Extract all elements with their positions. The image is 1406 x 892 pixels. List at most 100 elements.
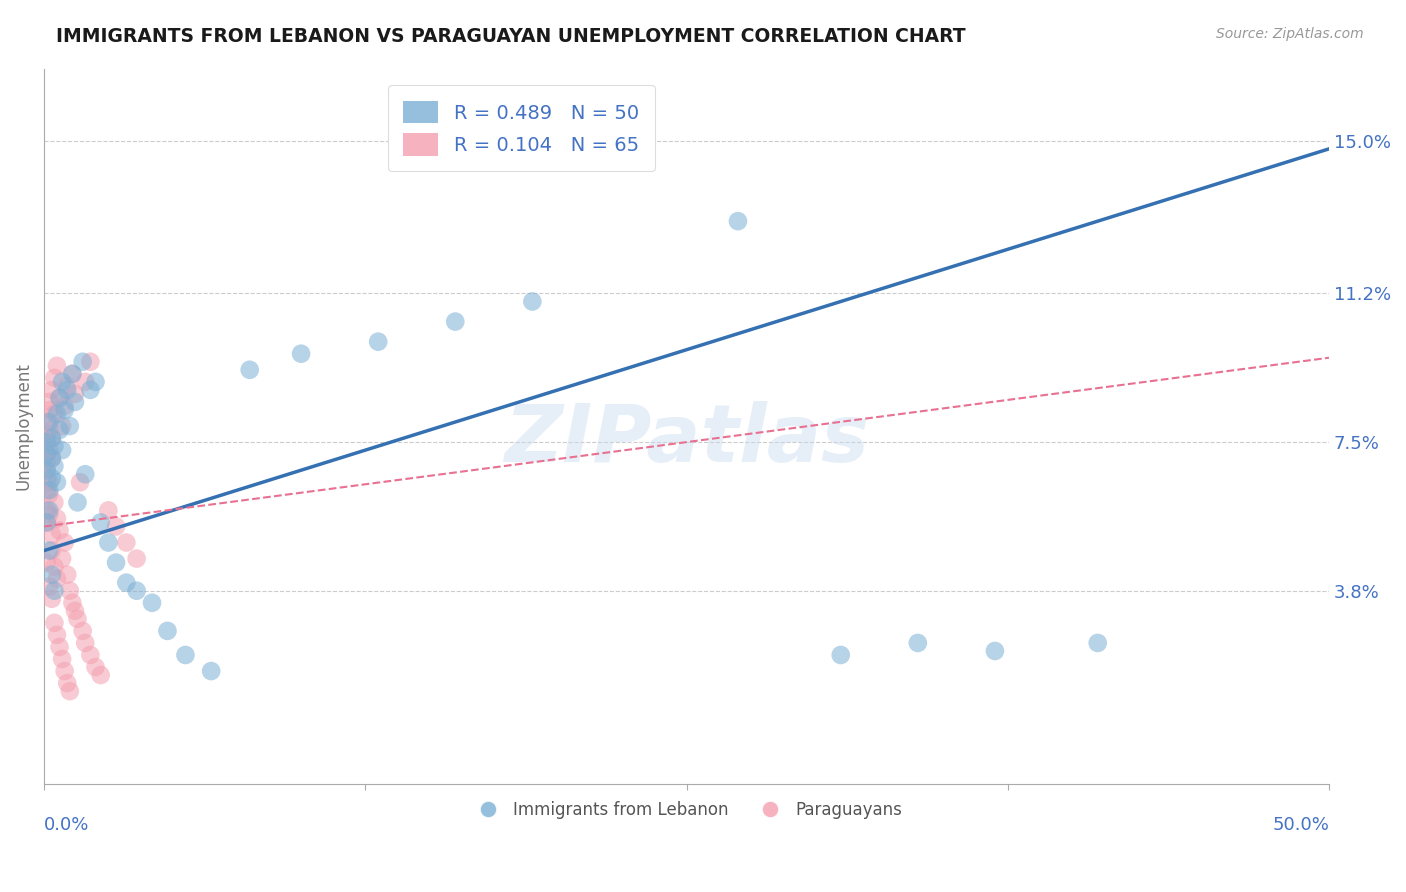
Point <box>97 535 120 549</box>
Point <box>41 383 63 397</box>
Point <box>115 575 138 590</box>
Point <box>56 676 79 690</box>
Point <box>35 415 58 429</box>
Point <box>63 387 86 401</box>
Point <box>156 624 179 638</box>
Point <box>35 435 58 450</box>
Point <box>51 419 73 434</box>
Point <box>51 375 73 389</box>
Point <box>53 399 76 413</box>
Point <box>38 475 60 490</box>
Point <box>41 527 63 541</box>
Point <box>200 664 222 678</box>
Point <box>66 612 89 626</box>
Point <box>46 475 69 490</box>
Point <box>75 636 97 650</box>
Point <box>41 431 63 445</box>
Point <box>41 543 63 558</box>
Point <box>830 648 852 662</box>
Point <box>41 471 63 485</box>
Text: ZIPatlas: ZIPatlas <box>505 401 869 479</box>
Point <box>48 423 70 437</box>
Point <box>75 467 97 482</box>
Point <box>35 455 58 469</box>
Point <box>367 334 389 349</box>
Point <box>38 543 60 558</box>
Point <box>60 596 83 610</box>
Point <box>41 591 63 606</box>
Point <box>53 403 76 417</box>
Point <box>125 551 148 566</box>
Point <box>38 443 60 458</box>
Point <box>239 363 262 377</box>
Point <box>84 375 107 389</box>
Point <box>38 508 60 522</box>
Point <box>44 407 66 421</box>
Point <box>51 551 73 566</box>
Point <box>48 640 70 654</box>
Point <box>59 684 82 698</box>
Point <box>35 447 58 461</box>
Point <box>53 664 76 678</box>
Point <box>35 483 58 498</box>
Point <box>84 660 107 674</box>
Point <box>59 419 82 434</box>
Point <box>35 503 58 517</box>
Point <box>97 503 120 517</box>
Point <box>60 367 83 381</box>
Point <box>125 583 148 598</box>
Point <box>79 355 101 369</box>
Point <box>63 604 86 618</box>
Point <box>141 596 163 610</box>
Point <box>72 624 94 638</box>
Point <box>35 463 58 477</box>
Point <box>115 535 138 549</box>
Point <box>35 471 58 485</box>
Point <box>72 355 94 369</box>
Point <box>59 583 82 598</box>
Point <box>41 451 63 466</box>
Point <box>984 644 1007 658</box>
Point <box>46 407 69 421</box>
Point <box>444 315 467 329</box>
Point <box>69 475 91 490</box>
Point <box>38 415 60 429</box>
Point <box>79 648 101 662</box>
Point <box>44 371 66 385</box>
Point <box>38 503 60 517</box>
Point <box>90 668 112 682</box>
Point <box>38 423 60 437</box>
Point <box>79 383 101 397</box>
Point <box>46 511 69 525</box>
Point <box>48 391 70 405</box>
Point <box>174 648 197 662</box>
Point <box>35 435 58 450</box>
Point <box>35 463 58 477</box>
Point <box>90 516 112 530</box>
Point <box>56 379 79 393</box>
Point <box>41 431 63 445</box>
Point <box>38 395 60 409</box>
Point <box>35 516 58 530</box>
Point <box>35 556 58 570</box>
Point <box>44 559 66 574</box>
Point <box>44 583 66 598</box>
Point <box>105 556 128 570</box>
Point <box>48 524 70 538</box>
Point <box>53 535 76 549</box>
Point <box>38 580 60 594</box>
Point <box>727 214 749 228</box>
Point <box>38 403 60 417</box>
Point <box>44 495 66 509</box>
Point <box>44 459 66 474</box>
Point <box>38 483 60 498</box>
Legend: Immigrants from Lebanon, Paraguayans: Immigrants from Lebanon, Paraguayans <box>464 794 908 825</box>
Point <box>51 652 73 666</box>
Y-axis label: Unemployment: Unemployment <box>15 362 32 490</box>
Point <box>56 567 79 582</box>
Point <box>35 516 58 530</box>
Point <box>105 519 128 533</box>
Point <box>56 383 79 397</box>
Point <box>41 451 63 466</box>
Point <box>522 294 544 309</box>
